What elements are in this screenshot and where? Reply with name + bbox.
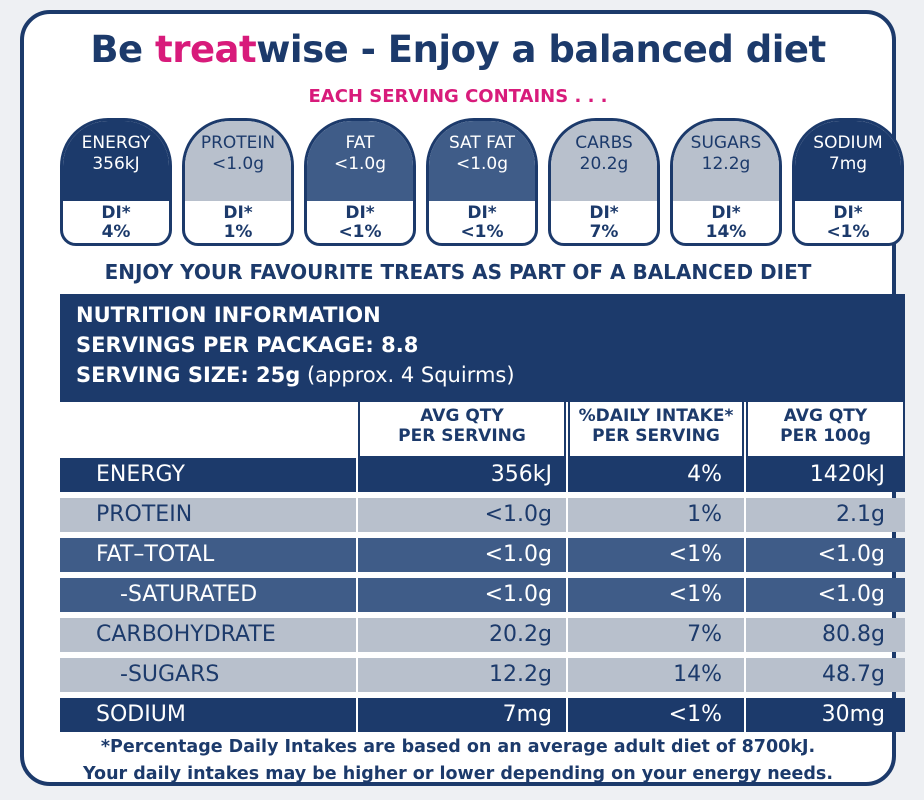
daily-intake-badges: ENERGY 356kJ DI* 4% PROTEIN <1.0g DI* 1% FAT…	[60, 118, 904, 250]
column-header-daily-intake: %DAILY INTAKE* PER SERVING	[568, 402, 744, 458]
table-row: -SUGARS 12.2g 14% 48.7g	[60, 658, 905, 692]
headline-accent: treat	[155, 28, 257, 71]
servings-per-package: SERVINGS PER PACKAGE: 8.8	[76, 333, 419, 357]
footnote: *Percentage Daily Intakes are based on a…	[24, 734, 892, 788]
badge-value: <1.0g	[333, 154, 387, 174]
row-daily-intake: 14%	[568, 658, 744, 692]
row-nutrient: PROTEIN	[60, 498, 356, 532]
badge-energy: ENERGY 356kJ DI* 4%	[60, 118, 172, 246]
row-per-serving: 20.2g	[358, 618, 566, 652]
badge-name: SODIUM	[813, 133, 883, 153]
badge-value: <1.0g	[455, 154, 509, 174]
badge-di-label: DI*	[467, 203, 497, 223]
badge-name: CARBS	[575, 133, 633, 153]
badge-di-label: DI*	[711, 203, 741, 223]
row-daily-intake: <1%	[568, 698, 744, 732]
badge-di-value: 4%	[101, 222, 131, 242]
column-header-line2: PER SERVING	[592, 426, 720, 446]
headline-part1: Be	[90, 28, 156, 71]
headline-part2: wise - Enjoy a balanced diet	[256, 28, 826, 71]
badge-di-value: 14%	[705, 222, 747, 242]
badge-di-label: DI*	[589, 203, 619, 223]
serving-size-label: SERVING SIZE: 25g	[76, 363, 301, 387]
badge-carbs: CARBS 20.2g DI* 7%	[548, 118, 660, 246]
badge-di-value: 7%	[589, 222, 619, 242]
column-header-line1: %DAILY INTAKE*	[578, 406, 734, 426]
badge-sodium: SODIUM 7mg DI* <1%	[792, 118, 904, 246]
badge-di-label: DI*	[101, 203, 131, 223]
row-per-100g: 30mg	[746, 698, 905, 732]
badge-di-label: DI*	[223, 203, 253, 223]
nutrition-info-title: NUTRITION INFORMATION	[76, 303, 381, 327]
badge-value: 12.2g	[701, 154, 751, 174]
column-header-line2: PER SERVING	[398, 426, 526, 446]
badge-value: <1.0g	[211, 154, 265, 174]
row-per-100g: <1.0g	[746, 578, 905, 612]
serving-size-note: (approx. 4 Squirms)	[300, 363, 515, 387]
row-per-100g: 80.8g	[746, 618, 905, 652]
each-serving-heading: EACH SERVING CONTAINS . . .	[308, 86, 608, 107]
nutrition-table: AVG QTY PER SERVING %DAILY INTAKE* PER S…	[60, 402, 905, 732]
badge-value: 7mg	[828, 154, 868, 174]
badge-protein: PROTEIN <1.0g DI* 1%	[182, 118, 294, 246]
badge-di-value: 1%	[223, 222, 253, 242]
row-per-serving: <1.0g	[358, 538, 566, 572]
table-row: CARBOHYDRATE 20.2g 7% 80.8g	[60, 618, 905, 652]
row-per-100g: 48.7g	[746, 658, 905, 692]
table-row: PROTEIN <1.0g 1% 2.1g	[60, 498, 905, 532]
table-row: ENERGY 356kJ 4% 1420kJ	[60, 458, 905, 492]
badge-name: ENERGY	[81, 133, 151, 153]
row-nutrient: -SATURATED	[60, 578, 356, 612]
row-per-100g: <1.0g	[746, 538, 905, 572]
row-nutrient: CARBOHYDRATE	[60, 618, 356, 652]
badge-name: SAT FAT	[448, 133, 516, 153]
row-nutrient: ENERGY	[60, 458, 356, 492]
table-row: FAT–TOTAL <1.0g <1% <1.0g	[60, 538, 905, 572]
badge-value: 356kJ	[92, 154, 140, 174]
row-nutrient: -SUGARS	[60, 658, 356, 692]
enjoy-treats-line: ENJOY YOUR FAVOURITE TREATS AS PART OF A…	[104, 260, 812, 284]
row-per-100g: 1420kJ	[746, 458, 905, 492]
row-daily-intake: 4%	[568, 458, 744, 492]
badge-di-label: DI*	[833, 203, 863, 223]
badge-name: FAT	[345, 133, 375, 153]
row-daily-intake: <1%	[568, 538, 744, 572]
column-header-line2: PER 100g	[780, 426, 871, 446]
column-header-per-serving: AVG QTY PER SERVING	[358, 402, 566, 458]
column-header-per-100g: AVG QTY PER 100g	[746, 402, 905, 458]
row-nutrient: FAT–TOTAL	[60, 538, 356, 572]
row-per-serving: <1.0g	[358, 498, 566, 532]
badge-di-value: <1%	[338, 222, 382, 242]
row-per-serving: 12.2g	[358, 658, 566, 692]
badge-sat-fat: SAT FAT <1.0g DI* <1%	[426, 118, 538, 246]
serving-size: SERVING SIZE: 25g (approx. 4 Squirms)	[76, 360, 905, 390]
badge-value: 20.2g	[579, 154, 629, 174]
footnote-line1: *Percentage Daily Intakes are based on a…	[100, 737, 816, 757]
column-header-line1: AVG QTY	[420, 406, 504, 426]
row-nutrient: SODIUM	[60, 698, 356, 732]
nutrition-info-header: NUTRITION INFORMATION SERVINGS PER PACKA…	[60, 294, 905, 402]
badge-di-value: <1%	[826, 222, 870, 242]
row-daily-intake: 1%	[568, 498, 744, 532]
badge-di-value: <1%	[460, 222, 504, 242]
table-row: -SATURATED <1.0g <1% <1.0g	[60, 578, 905, 612]
badge-di-label: DI*	[345, 203, 375, 223]
badge-name: PROTEIN	[200, 133, 276, 153]
row-per-serving: 7mg	[358, 698, 566, 732]
nutrition-label-panel: Be treatwise - Enjoy a balanced diet EAC…	[20, 10, 905, 788]
badge-name: SUGARS	[690, 133, 762, 153]
row-per-serving: 356kJ	[358, 458, 566, 492]
row-per-serving: <1.0g	[358, 578, 566, 612]
table-row: SODIUM 7mg <1% 30mg	[60, 698, 905, 732]
badge-sugars: SUGARS 12.2g DI* 14%	[670, 118, 782, 246]
badge-fat: FAT <1.0g DI* <1%	[304, 118, 416, 246]
column-header-line1: AVG QTY	[783, 406, 868, 426]
headline: Be treatwise - Enjoy a balanced diet	[24, 28, 892, 71]
row-per-100g: 2.1g	[746, 498, 905, 532]
footnote-line2: Your daily intakes may be higher or lowe…	[82, 764, 833, 784]
row-daily-intake: <1%	[568, 578, 744, 612]
row-daily-intake: 7%	[568, 618, 744, 652]
